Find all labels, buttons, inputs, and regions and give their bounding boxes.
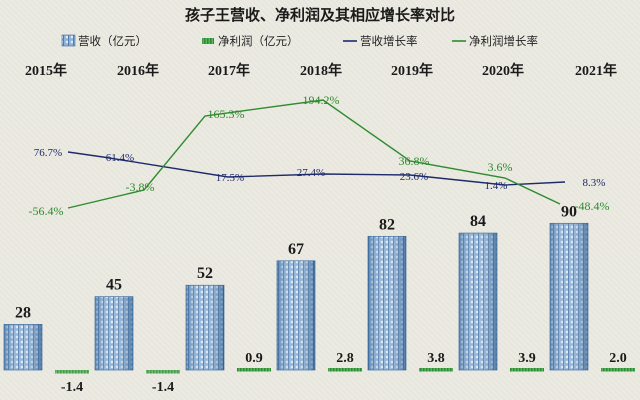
year-label: 2016年 bbox=[117, 62, 159, 79]
legend-revenue-growth-label: 营收增长率 bbox=[360, 34, 418, 48]
revenue-growth-line bbox=[67, 151, 566, 186]
profit-growth-label: 36.8% bbox=[399, 154, 430, 168]
chart-title: 孩子王营收、净利润及其相应增长率对比 bbox=[185, 6, 455, 24]
profit-bar-value-label: -1.4 bbox=[152, 380, 174, 395]
profit-growth-label: -56.4% bbox=[29, 204, 64, 218]
profit-growth-label: -3.8% bbox=[126, 180, 155, 194]
revenue-bar-shade bbox=[459, 233, 497, 370]
revenue-bar-value-label: 90 bbox=[561, 203, 577, 220]
profit-bar bbox=[510, 368, 544, 372]
legend-revenue-swatch bbox=[61, 34, 76, 47]
revenue-growth-label: 17.5% bbox=[216, 172, 244, 184]
profit-growth-line bbox=[67, 99, 561, 209]
profit-bar-value-label: 3.8 bbox=[427, 351, 445, 366]
revenue-bar-value-label: 45 bbox=[106, 277, 122, 294]
x-axis-year-labels: 2015年 2016年 2017年 2018年 2019年 2020年 2021年 bbox=[25, 62, 617, 79]
revenue-growth-label: 1.4% bbox=[485, 180, 508, 192]
legend-revenue-label: 营收（亿元） bbox=[78, 34, 147, 48]
profit-growth-label: 194.2% bbox=[303, 93, 340, 107]
profit-bar bbox=[419, 368, 453, 372]
legend-profit-growth-label: 净利润增长率 bbox=[469, 34, 538, 48]
profit-bar bbox=[601, 368, 635, 372]
legend-profit-swatch bbox=[202, 38, 214, 44]
revenue-bar-shade bbox=[4, 324, 42, 370]
revenue-bars: 28 45 52 67 82 84 90 bbox=[3, 203, 589, 371]
profit-bars: -1.4 -1.4 0.9 2.8 3.8 3.9 2.0 bbox=[55, 351, 635, 395]
year-label: 2018年 bbox=[300, 62, 342, 79]
revenue-bar-value-label: 82 bbox=[379, 216, 395, 233]
revenue-bar-value-label: 67 bbox=[288, 241, 304, 258]
year-label: 2020年 bbox=[482, 62, 524, 79]
revenue-bar-shade bbox=[550, 223, 588, 370]
profit-bar-value-label: 2.8 bbox=[336, 351, 354, 366]
revenue-growth-label: 27.4% bbox=[297, 167, 325, 179]
profit-growth-label: 165.3% bbox=[208, 107, 245, 121]
year-label: 2021年 bbox=[575, 62, 617, 79]
revenue-growth-label: 61.4% bbox=[106, 152, 134, 164]
revenue-growth-label: 8.3% bbox=[583, 177, 606, 189]
year-label: 2017年 bbox=[208, 62, 250, 79]
profit-bar-value-label: 3.9 bbox=[518, 351, 536, 366]
profit-bar bbox=[146, 370, 180, 374]
revenue-bar-value-label: 28 bbox=[15, 304, 31, 321]
revenue-growth-label: 23.6% bbox=[400, 171, 428, 183]
profit-growth-label: 3.6% bbox=[488, 160, 513, 174]
profit-bar-value-label: -1.4 bbox=[61, 380, 83, 395]
profit-bar-value-label: 2.0 bbox=[609, 351, 627, 366]
profit-bar bbox=[237, 368, 271, 372]
revenue-bar-value-label: 52 bbox=[197, 265, 213, 282]
growth-lines: 76.7% 61.4% 17.5% 27.4% 23.6% 1.4% 8.3% -56.4% -… bbox=[29, 93, 610, 218]
revenue-bar-value-label: 84 bbox=[470, 213, 486, 230]
legend: 营收（亿元） 净利润（亿元） 营收增长率 净利润增长率 bbox=[61, 34, 538, 48]
profit-bar bbox=[328, 368, 362, 372]
revenue-bar-shade bbox=[277, 260, 315, 370]
year-label: 2015年 bbox=[25, 62, 67, 79]
profit-bar bbox=[55, 370, 89, 374]
profit-bar-value-label: 0.9 bbox=[245, 351, 263, 366]
revenue-bar-shade bbox=[186, 285, 224, 370]
revenue-growth-label: 76.7% bbox=[34, 147, 62, 159]
year-label: 2019年 bbox=[391, 62, 433, 79]
revenue-bar-shade bbox=[368, 236, 406, 370]
revenue-bar-shade bbox=[95, 296, 133, 370]
legend-profit-label: 净利润（亿元） bbox=[218, 34, 299, 48]
profit-growth-label: -48.4% bbox=[575, 199, 610, 213]
